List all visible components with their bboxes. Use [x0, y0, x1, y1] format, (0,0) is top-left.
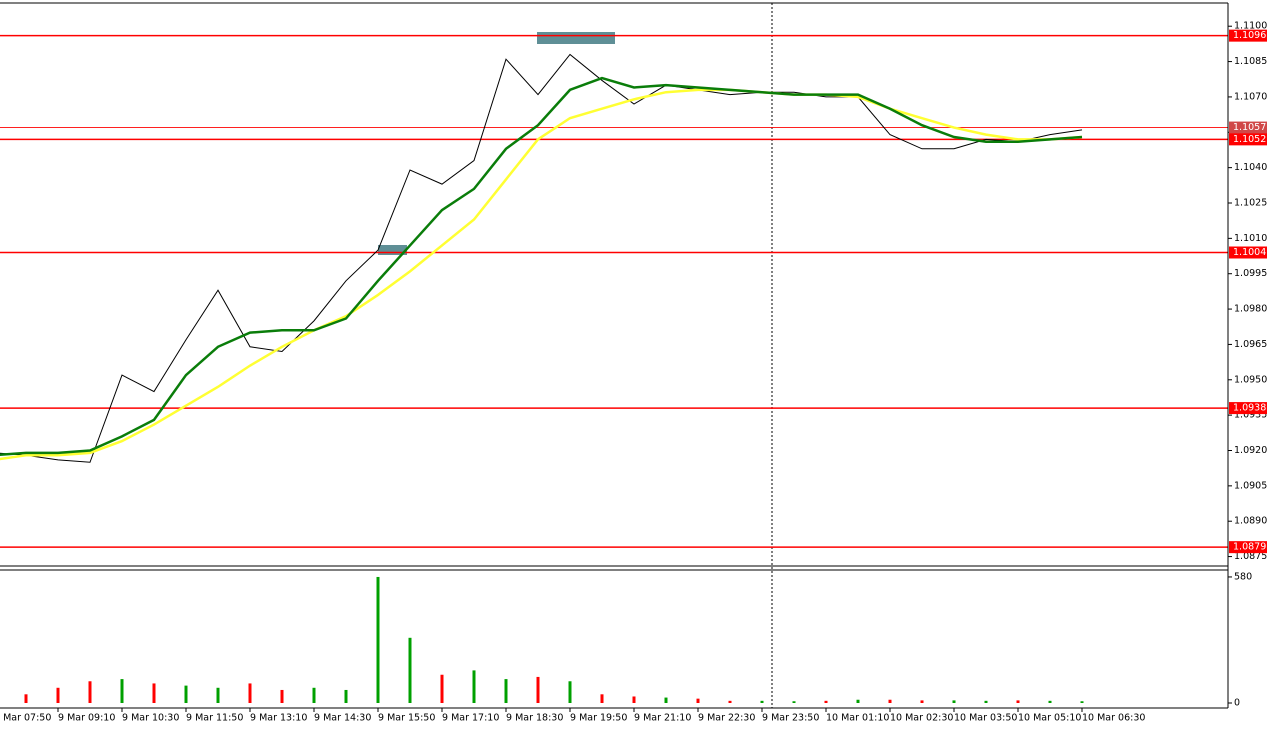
volume-bar: [344, 689, 348, 703]
signal-marker: [378, 245, 407, 255]
volume-bar: [408, 637, 412, 703]
x-tick-label: 10 Mar 06:30: [1082, 713, 1145, 724]
volume-bar: [856, 699, 860, 703]
y-tick-label: 0: [1234, 698, 1240, 709]
volume-bar: [664, 697, 668, 703]
volume-bar: [1048, 700, 1052, 703]
level-label: 1.1052: [1233, 134, 1266, 145]
x-tick-label: 9 Mar 13:10: [250, 713, 307, 724]
x-tick-label: 9 Mar 07:50: [0, 713, 51, 724]
signal-marker: [537, 32, 615, 44]
x-tick-label: 10 Mar 01:10: [826, 713, 889, 724]
volume-bar: [696, 698, 700, 703]
current-price-label-box: [1229, 121, 1267, 134]
volume-bar: [24, 694, 28, 703]
moving-average: [0, 76, 1083, 457]
x-tick-label: 9 Mar 19:50: [570, 713, 627, 724]
x-tick-label: 9 Mar 15:50: [378, 713, 435, 724]
volume-bar: [120, 679, 124, 703]
volume-bar: [88, 681, 92, 703]
x-tick-label: 9 Mar 11:50: [186, 713, 243, 724]
x-tick-label: 9 Mar 17:10: [442, 713, 499, 724]
volume-bar: [984, 700, 988, 703]
level-label: 1.1096: [1233, 30, 1266, 41]
y-tick-label: 1.1100: [1234, 21, 1267, 32]
y-tick-label: 1.0980: [1234, 304, 1267, 315]
volume-bar: [824, 700, 828, 703]
volume-bar: [728, 700, 732, 703]
volume-bar: [952, 700, 956, 703]
volume-bar: [1080, 701, 1084, 703]
y-tick-label: 1.0890: [1234, 516, 1267, 527]
level-label-box: [1229, 246, 1267, 259]
x-tick-label: 9 Mar 09:10: [58, 713, 115, 724]
x-tick-label: 9 Mar 14:30: [314, 713, 371, 724]
moving-average: [0, 88, 1083, 461]
volume-bar: [888, 699, 892, 703]
level-label-box: [1229, 402, 1267, 415]
volume-bar: [152, 683, 156, 703]
y-tick-label: 1.1040: [1234, 162, 1267, 173]
x-tick-label: 9 Mar 22:30: [698, 713, 755, 724]
level-label-box: [1229, 541, 1267, 554]
volume-bar: [312, 687, 316, 703]
volume-bar: [760, 700, 764, 703]
y-tick-label: 1.1010: [1234, 233, 1267, 244]
volume-bar: [472, 670, 476, 703]
x-tick-label: 10 Mar 05:10: [1018, 713, 1081, 724]
x-tick-label: 9 Mar 21:10: [634, 713, 691, 724]
y-tick-label: 1.0965: [1234, 339, 1267, 350]
x-tick-label: 9 Mar 10:30: [122, 713, 179, 724]
x-tick-label: 10 Mar 02:30: [890, 713, 953, 724]
plot: [0, 34, 1228, 703]
volume-bar: [56, 687, 60, 703]
y-tick-label: 1.0920: [1234, 445, 1267, 456]
y-tick-label: 1.0935: [1234, 410, 1267, 421]
x-tick-label: 9 Mar 18:30: [506, 713, 563, 724]
volume-bar: [632, 696, 636, 703]
price-line: [0, 53, 1083, 463]
volume-bar: [920, 700, 924, 703]
x-tick-label: 9 Mar 23:50: [762, 713, 819, 724]
volume-bar: [536, 676, 540, 703]
level-label: 1.0879: [1233, 542, 1266, 553]
volume-bar: [792, 701, 796, 703]
volume-bar: [440, 674, 444, 703]
current-price-label: 1.1057: [1233, 122, 1266, 133]
x-tick-label: 10 Mar 03:50: [954, 713, 1017, 724]
volume-bar: [568, 681, 572, 703]
level-label: 1.0938: [1233, 403, 1266, 414]
volume-bar: [1016, 700, 1020, 703]
volume-bar: [280, 689, 284, 703]
volume-bar: [600, 694, 604, 703]
level-label-box: [1229, 133, 1267, 146]
y-tick-label: 1.1085: [1234, 56, 1267, 67]
level-label-box: [1229, 29, 1267, 42]
level-label: 1.1004: [1233, 247, 1266, 258]
volume-bar: [184, 685, 188, 703]
volume-bar: [376, 576, 380, 703]
y-tick-label: 1.0905: [1234, 480, 1267, 491]
volume-bar: [504, 679, 508, 703]
y-tick-label: 1.0995: [1234, 268, 1267, 279]
y-tick-label: 1.1070: [1234, 91, 1267, 102]
volume-bar: [248, 683, 252, 703]
y-tick-label: 580: [1234, 571, 1252, 582]
y-tick-label: 1.0950: [1234, 374, 1267, 385]
y-tick-label: 1.0875: [1234, 551, 1267, 562]
volume-bar: [216, 687, 220, 703]
y-tick-label: 1.1025: [1234, 198, 1267, 209]
